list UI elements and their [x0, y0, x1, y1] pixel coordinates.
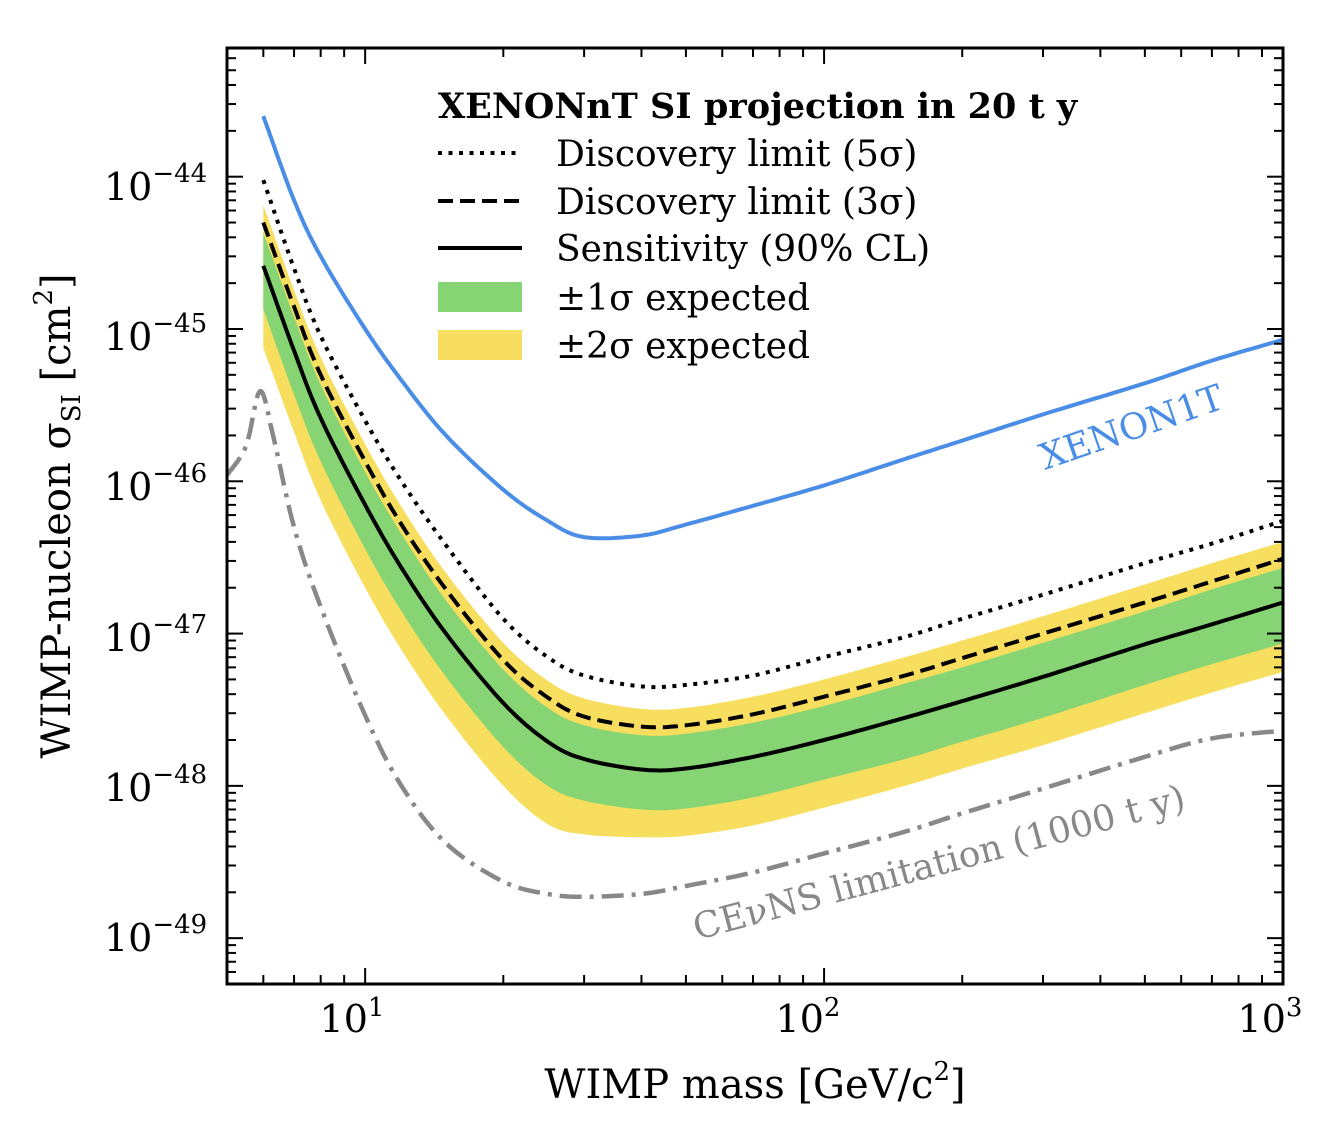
band-1sigma — [263, 232, 1283, 811]
x-tick-labels: 101 102 103 — [320, 993, 1303, 1041]
y-tick-labels: 10−44 10−45 10−46 10−47 10−48 10−49 — [104, 159, 207, 960]
y-tick-label-1e-49: 10−49 — [104, 910, 207, 960]
x-tick-label-10: 101 — [320, 993, 385, 1041]
y-tick-label-1e-46: 10−46 — [104, 459, 207, 509]
legend-label-1sigma: ±1σ expected — [556, 278, 810, 319]
legend: XENONnT SI projection in 20 t y Discover… — [438, 86, 1079, 367]
x-tick-label-1000: 103 — [1238, 993, 1303, 1041]
x-tick-label-100: 102 — [776, 993, 841, 1041]
series-sensitivity-90cl — [261, 265, 1283, 773]
xenon1t-annotation: XENON1T — [1035, 377, 1229, 478]
series-cevns-limitation — [227, 389, 1283, 900]
y-tick-label-1e-45: 10−45 — [104, 309, 207, 359]
series-discovery-5sigma — [261, 179, 1283, 690]
legend-label-5sigma: Discovery limit (5σ) — [556, 134, 917, 175]
legend-label-sensitivity: Sensitivity (90% CL) — [556, 229, 930, 270]
legend-title: XENONnT SI projection in 20 t y — [438, 86, 1079, 127]
legend-swatch-2sigma — [438, 330, 522, 360]
y-axis-title: WIMP-nucleon σSI [cm2] — [29, 273, 87, 758]
series-xenon1t — [261, 115, 1283, 541]
y-tick-label-1e-44: 10−44 — [104, 159, 207, 209]
data-lines — [227, 115, 1283, 900]
axis-ticks — [226, 47, 1284, 985]
legend-label-2sigma: ±2σ expected — [556, 326, 810, 367]
legend-label-3sigma: Discovery limit (3σ) — [556, 182, 917, 223]
legend-swatch-1sigma — [438, 282, 522, 312]
y-tick-label-1e-47: 10−47 — [104, 610, 207, 660]
x-axis-title: WIMP mass [GeV/c2] — [544, 1057, 965, 1108]
y-tick-label-1e-48: 10−48 — [104, 760, 207, 810]
series-discovery-3sigma — [261, 221, 1283, 730]
